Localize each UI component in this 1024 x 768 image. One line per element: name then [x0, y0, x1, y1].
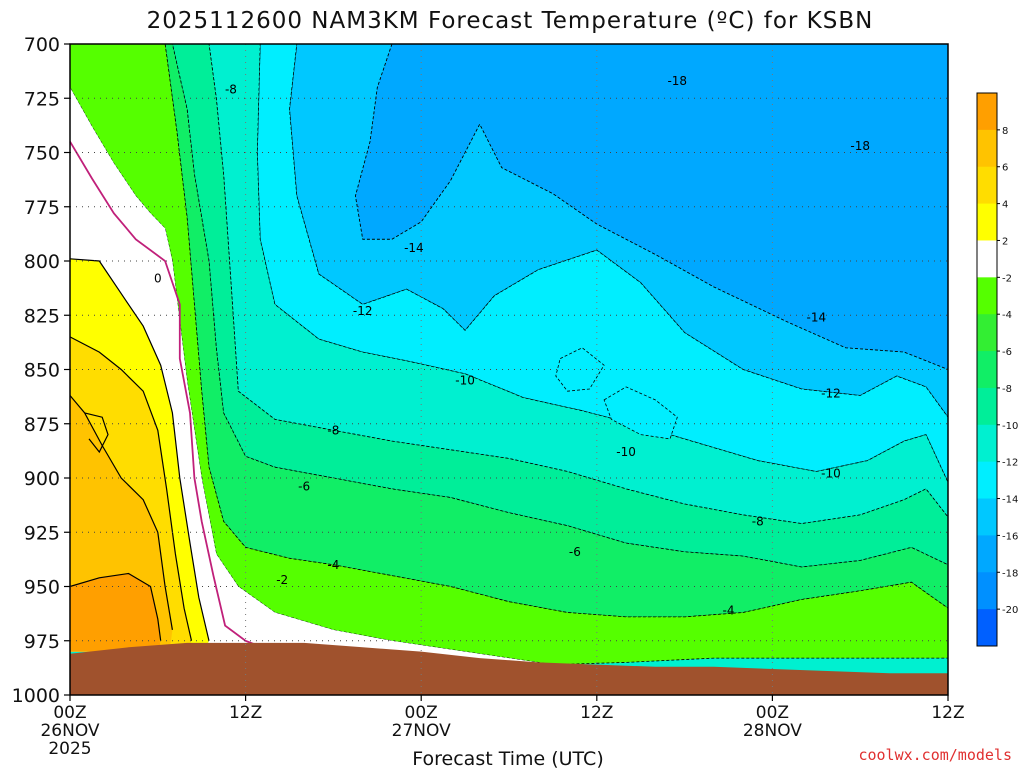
colorbar-label: 8: [1002, 126, 1008, 137]
colorbar-swatch: [977, 535, 997, 573]
contour-label: -8: [225, 83, 237, 97]
y-tick-label: 725: [24, 88, 60, 110]
contour-label: -8: [752, 514, 764, 528]
contour-label: -18: [850, 139, 870, 153]
x-tick-label: 12Z: [229, 703, 262, 723]
warm-contour-3: [69, 572, 162, 641]
contour-labels: -18 -18 -8 -14 -14 0 -12 -12 -10 -10 -10 -8 -8 -6 -6 -4…: [154, 74, 870, 617]
y-tick-label: 750: [24, 143, 60, 165]
colorbar-swatch: [977, 314, 997, 352]
colorbar-label: 2: [1002, 236, 1008, 247]
contour-label: 0: [154, 271, 162, 285]
colorbar-frame: [976, 92, 998, 647]
contour-lines: [69, 141, 948, 695]
colorbar-label: -20: [1002, 605, 1018, 616]
colorbar-swatch: [977, 351, 997, 389]
x-tick-label: 12Z: [931, 703, 964, 723]
colorbar-label: -8: [1002, 384, 1012, 395]
y-tick-label: 700: [24, 34, 60, 56]
colorbar-swatch: [977, 498, 997, 536]
colorbar-swatch: [977, 609, 997, 647]
colorbar-swatch: [977, 387, 997, 426]
y-tick-label: 775: [24, 197, 60, 219]
warm-contour-1: [69, 336, 193, 641]
colorbar-label: 4: [1002, 200, 1008, 211]
x-tick-label: 26NOV: [40, 721, 99, 741]
x-tick-label: 00Z: [756, 703, 789, 723]
colorbar-label: 6: [1002, 163, 1008, 174]
colorbar-swatch: [977, 129, 997, 168]
region-minus-10-to-minus-12: [256, 43, 949, 483]
x-tick-label: 00Z: [53, 703, 86, 723]
chart-title: 2025112600 NAM3KM Forecast Temperature (…: [147, 8, 874, 34]
colorbar-label: -18: [1002, 568, 1018, 579]
colorbar: 8 6 4 2 -2 -4 -6 -8 -10 -12 -14 -16 -18 -20: [976, 92, 1018, 647]
contour-label: -4: [723, 603, 735, 617]
x-tick-label: 00Z: [405, 703, 438, 723]
warm-contour-2: [69, 395, 173, 630]
contour-label: -4: [327, 558, 339, 572]
colorbar-swatch: [977, 203, 997, 241]
colorbar-swatch: [977, 461, 997, 500]
contour-label: -18: [667, 74, 687, 88]
y-tick-label: 825: [24, 305, 60, 327]
colorbar-label: -4: [1002, 310, 1012, 321]
colorbar-swatch: [977, 424, 997, 463]
contour-label: -2: [276, 573, 288, 587]
colorbar-swatch: [977, 277, 997, 315]
region-isolated-minus-10-pocket-b: [603, 386, 678, 440]
contour-label: -10: [455, 373, 475, 387]
region-six-to-eight: [70, 573, 161, 652]
y-tick-label: 875: [24, 414, 60, 436]
colorbar-label: -14: [1002, 495, 1018, 506]
y-tick-label: 800: [24, 251, 60, 273]
y-tick-label: 950: [24, 577, 60, 599]
x-tick-label: 28NOV: [743, 721, 802, 741]
warm-contour-0: [69, 258, 210, 641]
ground-terrain: [70, 642, 948, 695]
contour-label: -6: [569, 545, 581, 559]
contour-label: -10: [821, 467, 841, 481]
contour-label: -14: [806, 310, 826, 324]
x-axis-label: Forecast Time (UTC): [412, 748, 603, 768]
contour-label: -6: [298, 480, 310, 494]
y-tick-label: 925: [24, 522, 60, 544]
contour-label: -8: [327, 423, 339, 437]
colorbar-label: -16: [1002, 531, 1018, 542]
colorbar-swatch: [977, 93, 997, 131]
freezing-line: [69, 141, 334, 670]
y-tick-label: 1000: [12, 685, 60, 707]
colorbar-label: -2: [1002, 273, 1012, 284]
colorbar-swatch: [977, 240, 997, 278]
warm-contour-4: [84, 412, 109, 454]
region-isolated-minus-10-pocket-a: [555, 347, 605, 392]
contour-label: -14: [404, 241, 424, 255]
y-axis: 700 725 750 775 800 825 850 875 900 925 950 975 1000: [12, 34, 70, 707]
colorbar-swatch: [977, 572, 997, 610]
x-tick-label: 2025: [48, 739, 91, 759]
colorbar-label: -12: [1002, 458, 1018, 469]
contour-label: -10: [616, 445, 636, 459]
contour-label: -12: [821, 386, 841, 400]
y-tick-label: 850: [24, 360, 60, 382]
region-above-freezing-white: [70, 87, 553, 674]
grid-lines: [70, 44, 948, 695]
x-tick-label: 12Z: [580, 703, 613, 723]
y-tick-label: 900: [24, 468, 60, 490]
y-tick-label: 975: [24, 631, 60, 653]
colorbar-label: -6: [1002, 347, 1012, 358]
x-tick-label: 27NOV: [392, 721, 451, 741]
colorbar-label: -10: [1002, 421, 1018, 432]
credit-text: coolwx.com/models: [858, 746, 1012, 764]
contour-label: -12: [353, 304, 373, 318]
colorbar-swatch: [977, 166, 997, 205]
